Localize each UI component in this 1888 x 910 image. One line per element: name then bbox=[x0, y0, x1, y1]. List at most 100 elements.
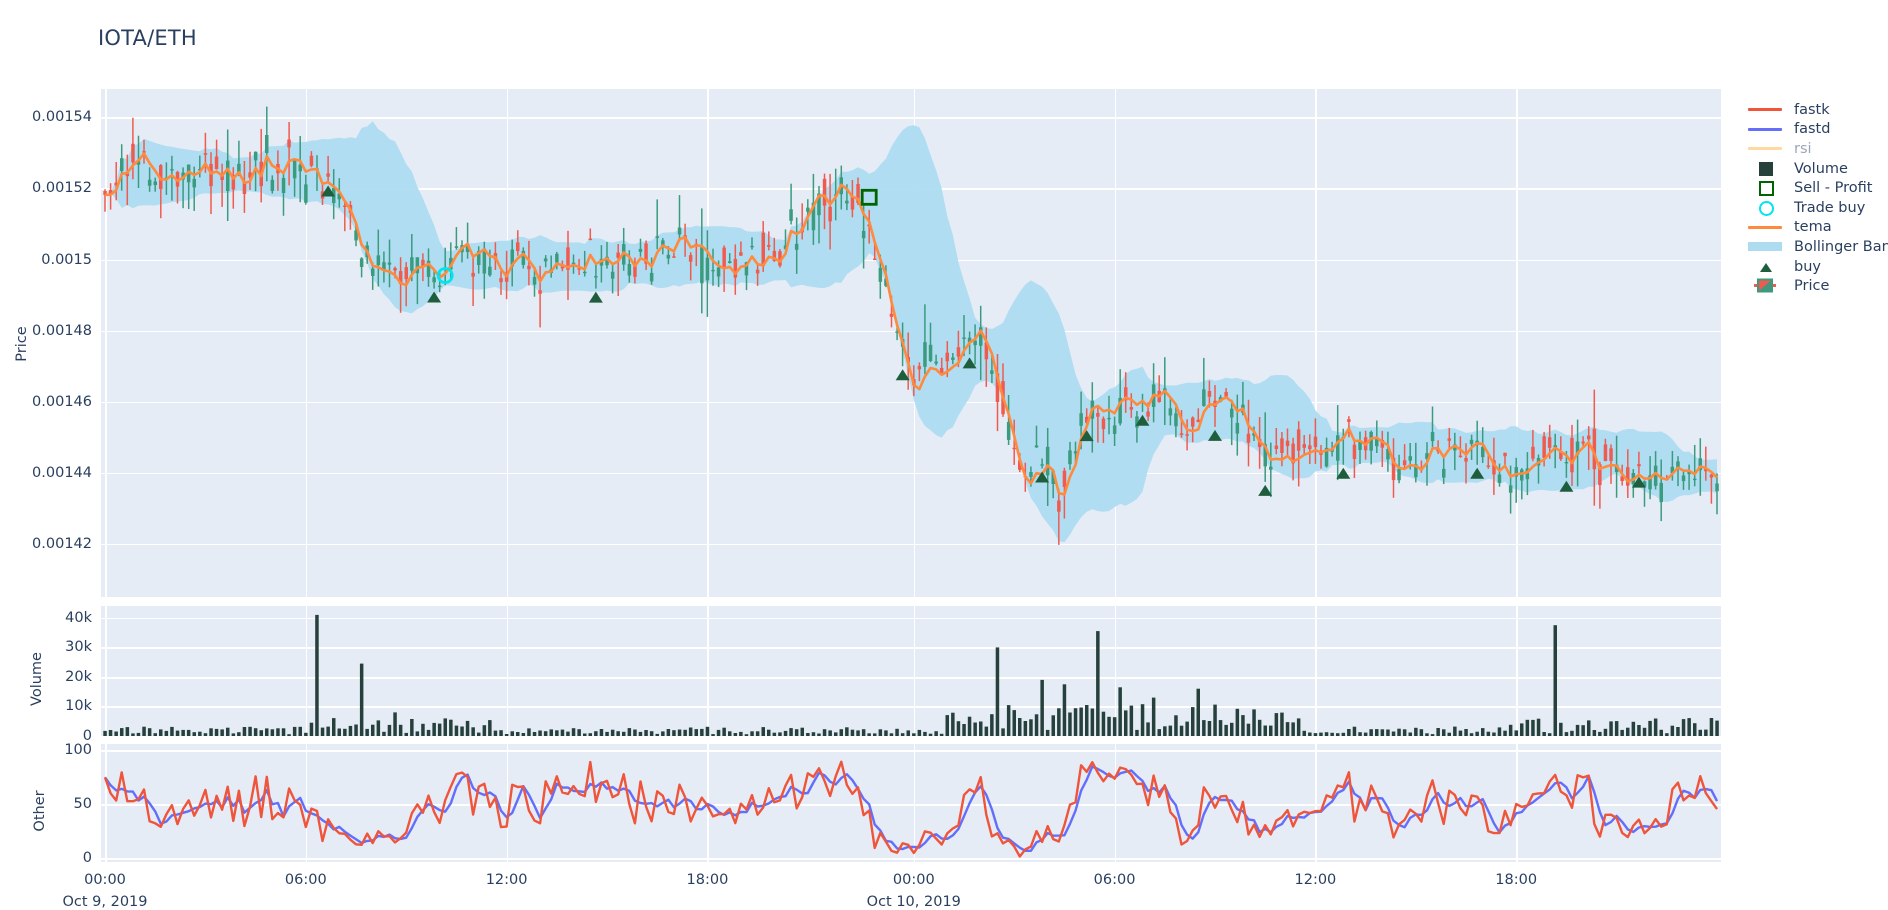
legend-item-price[interactable]: Price bbox=[1742, 276, 1888, 296]
candle-body bbox=[410, 257, 414, 271]
buy-marker[interactable] bbox=[895, 369, 910, 381]
legend-item-volume[interactable]: Volume bbox=[1742, 159, 1888, 179]
candle-body bbox=[477, 251, 481, 265]
candle-body bbox=[610, 271, 615, 279]
volume-bar bbox=[1213, 704, 1217, 736]
price-tick-0: 0.00154 bbox=[32, 109, 92, 126]
volume-bar bbox=[1380, 729, 1385, 736]
volume-bar bbox=[175, 730, 180, 736]
volume-bar bbox=[499, 730, 503, 736]
candle-body bbox=[789, 209, 793, 221]
legend-item-bollinger-band[interactable]: Bollinger Band bbox=[1742, 237, 1888, 257]
candle-body bbox=[1347, 419, 1351, 422]
candle-body bbox=[242, 181, 247, 194]
buy-marker[interactable] bbox=[588, 291, 603, 303]
candle-body bbox=[990, 370, 994, 374]
candle-body bbox=[337, 193, 341, 200]
price-plot-area[interactable] bbox=[101, 89, 1721, 597]
volume-bar bbox=[1598, 731, 1602, 736]
candle-body bbox=[649, 272, 654, 282]
candle-body bbox=[538, 290, 542, 294]
candle-body bbox=[722, 247, 726, 268]
buy-marker[interactable] bbox=[1631, 476, 1646, 488]
volume-bar bbox=[242, 727, 247, 736]
volume-bar bbox=[1436, 728, 1440, 736]
volume-bar bbox=[917, 729, 922, 736]
volume-bar bbox=[465, 720, 470, 736]
volume-bar bbox=[1681, 719, 1686, 736]
trade-buy-marker[interactable] bbox=[436, 267, 454, 284]
candle-body bbox=[304, 184, 308, 203]
candle-body bbox=[1006, 422, 1011, 440]
candle-body bbox=[108, 190, 113, 195]
candle-body bbox=[1508, 485, 1513, 493]
candle-body bbox=[856, 184, 860, 203]
price-tick-4: 0.00146 bbox=[32, 393, 92, 410]
legend-swatch-line-icon bbox=[1742, 218, 1788, 238]
candle-body bbox=[1012, 447, 1016, 450]
bollinger-band bbox=[105, 121, 1717, 543]
legend-item-tema[interactable]: tema bbox=[1742, 218, 1888, 238]
volume-bar bbox=[120, 728, 124, 736]
candle-body bbox=[387, 262, 392, 265]
volume-bar bbox=[884, 730, 888, 736]
buy-marker[interactable] bbox=[1470, 467, 1485, 479]
candle-body bbox=[566, 247, 570, 270]
buy-marker[interactable] bbox=[1559, 480, 1574, 492]
candle-body bbox=[1497, 474, 1502, 483]
legend-label: Volume bbox=[1794, 160, 1848, 177]
legend-item-fastd[interactable]: fastd bbox=[1742, 120, 1888, 140]
volume-bar bbox=[1096, 631, 1100, 736]
volume-bar bbox=[1308, 732, 1312, 736]
buy-marker[interactable] bbox=[962, 357, 977, 369]
legend-label: buy bbox=[1794, 258, 1821, 275]
candle-body bbox=[465, 245, 470, 252]
candle-body bbox=[1575, 441, 1580, 455]
legend-item-fastk[interactable]: fastk bbox=[1742, 100, 1888, 120]
volume-bar bbox=[850, 729, 855, 736]
buy-marker[interactable] bbox=[1258, 484, 1273, 496]
volume-bar bbox=[1653, 718, 1658, 736]
candle-body bbox=[1653, 465, 1658, 486]
candle-body bbox=[170, 169, 174, 171]
buy-marker[interactable] bbox=[1135, 414, 1150, 426]
volume-bar bbox=[136, 732, 141, 736]
volume-bar bbox=[1224, 724, 1228, 736]
volume-bar bbox=[1163, 726, 1167, 736]
volume-bar bbox=[493, 730, 498, 736]
buy-marker[interactable] bbox=[1336, 467, 1351, 479]
legend-item-sell-profit[interactable]: Sell - Profit bbox=[1742, 178, 1888, 198]
legend-item-buy[interactable]: buy bbox=[1742, 257, 1888, 277]
volume-bar bbox=[700, 728, 704, 736]
chart-legend[interactable]: fastk fastd rsi Volume Sell - Profit Trade bu… bbox=[1742, 100, 1888, 296]
volume-plot-area[interactable] bbox=[101, 606, 1721, 738]
buy-marker[interactable] bbox=[1035, 471, 1050, 483]
volume-bar bbox=[616, 731, 620, 736]
legend-swatch-triangle-icon bbox=[1742, 257, 1788, 277]
candle-body bbox=[594, 276, 598, 278]
other-plot-area[interactable] bbox=[101, 744, 1721, 862]
volume-bar bbox=[1542, 732, 1546, 736]
candle-body bbox=[1224, 392, 1228, 397]
volume-bar bbox=[1363, 732, 1368, 736]
volume-bar bbox=[1051, 715, 1055, 736]
volume-bar bbox=[1040, 679, 1044, 736]
buy-marker[interactable] bbox=[321, 185, 336, 197]
v-gridline bbox=[1315, 744, 1317, 862]
volume-bar bbox=[1235, 708, 1240, 736]
volume-bar bbox=[739, 731, 743, 736]
volume-bar bbox=[449, 719, 453, 736]
volume-bar bbox=[1458, 730, 1463, 736]
candle-body bbox=[1386, 449, 1390, 460]
buy-marker[interactable] bbox=[1079, 430, 1094, 442]
candle-body bbox=[281, 178, 286, 193]
legend-item-rsi[interactable]: rsi bbox=[1742, 139, 1888, 159]
candle-body bbox=[1129, 407, 1134, 410]
buy-marker[interactable] bbox=[1207, 429, 1222, 441]
buy-marker[interactable] bbox=[427, 291, 442, 303]
candle-body bbox=[1453, 444, 1457, 451]
candle-body bbox=[527, 265, 531, 270]
legend-item-trade-buy[interactable]: Trade buy bbox=[1742, 198, 1888, 218]
volume-bar bbox=[231, 733, 236, 736]
sell-profit-marker[interactable] bbox=[860, 188, 878, 206]
